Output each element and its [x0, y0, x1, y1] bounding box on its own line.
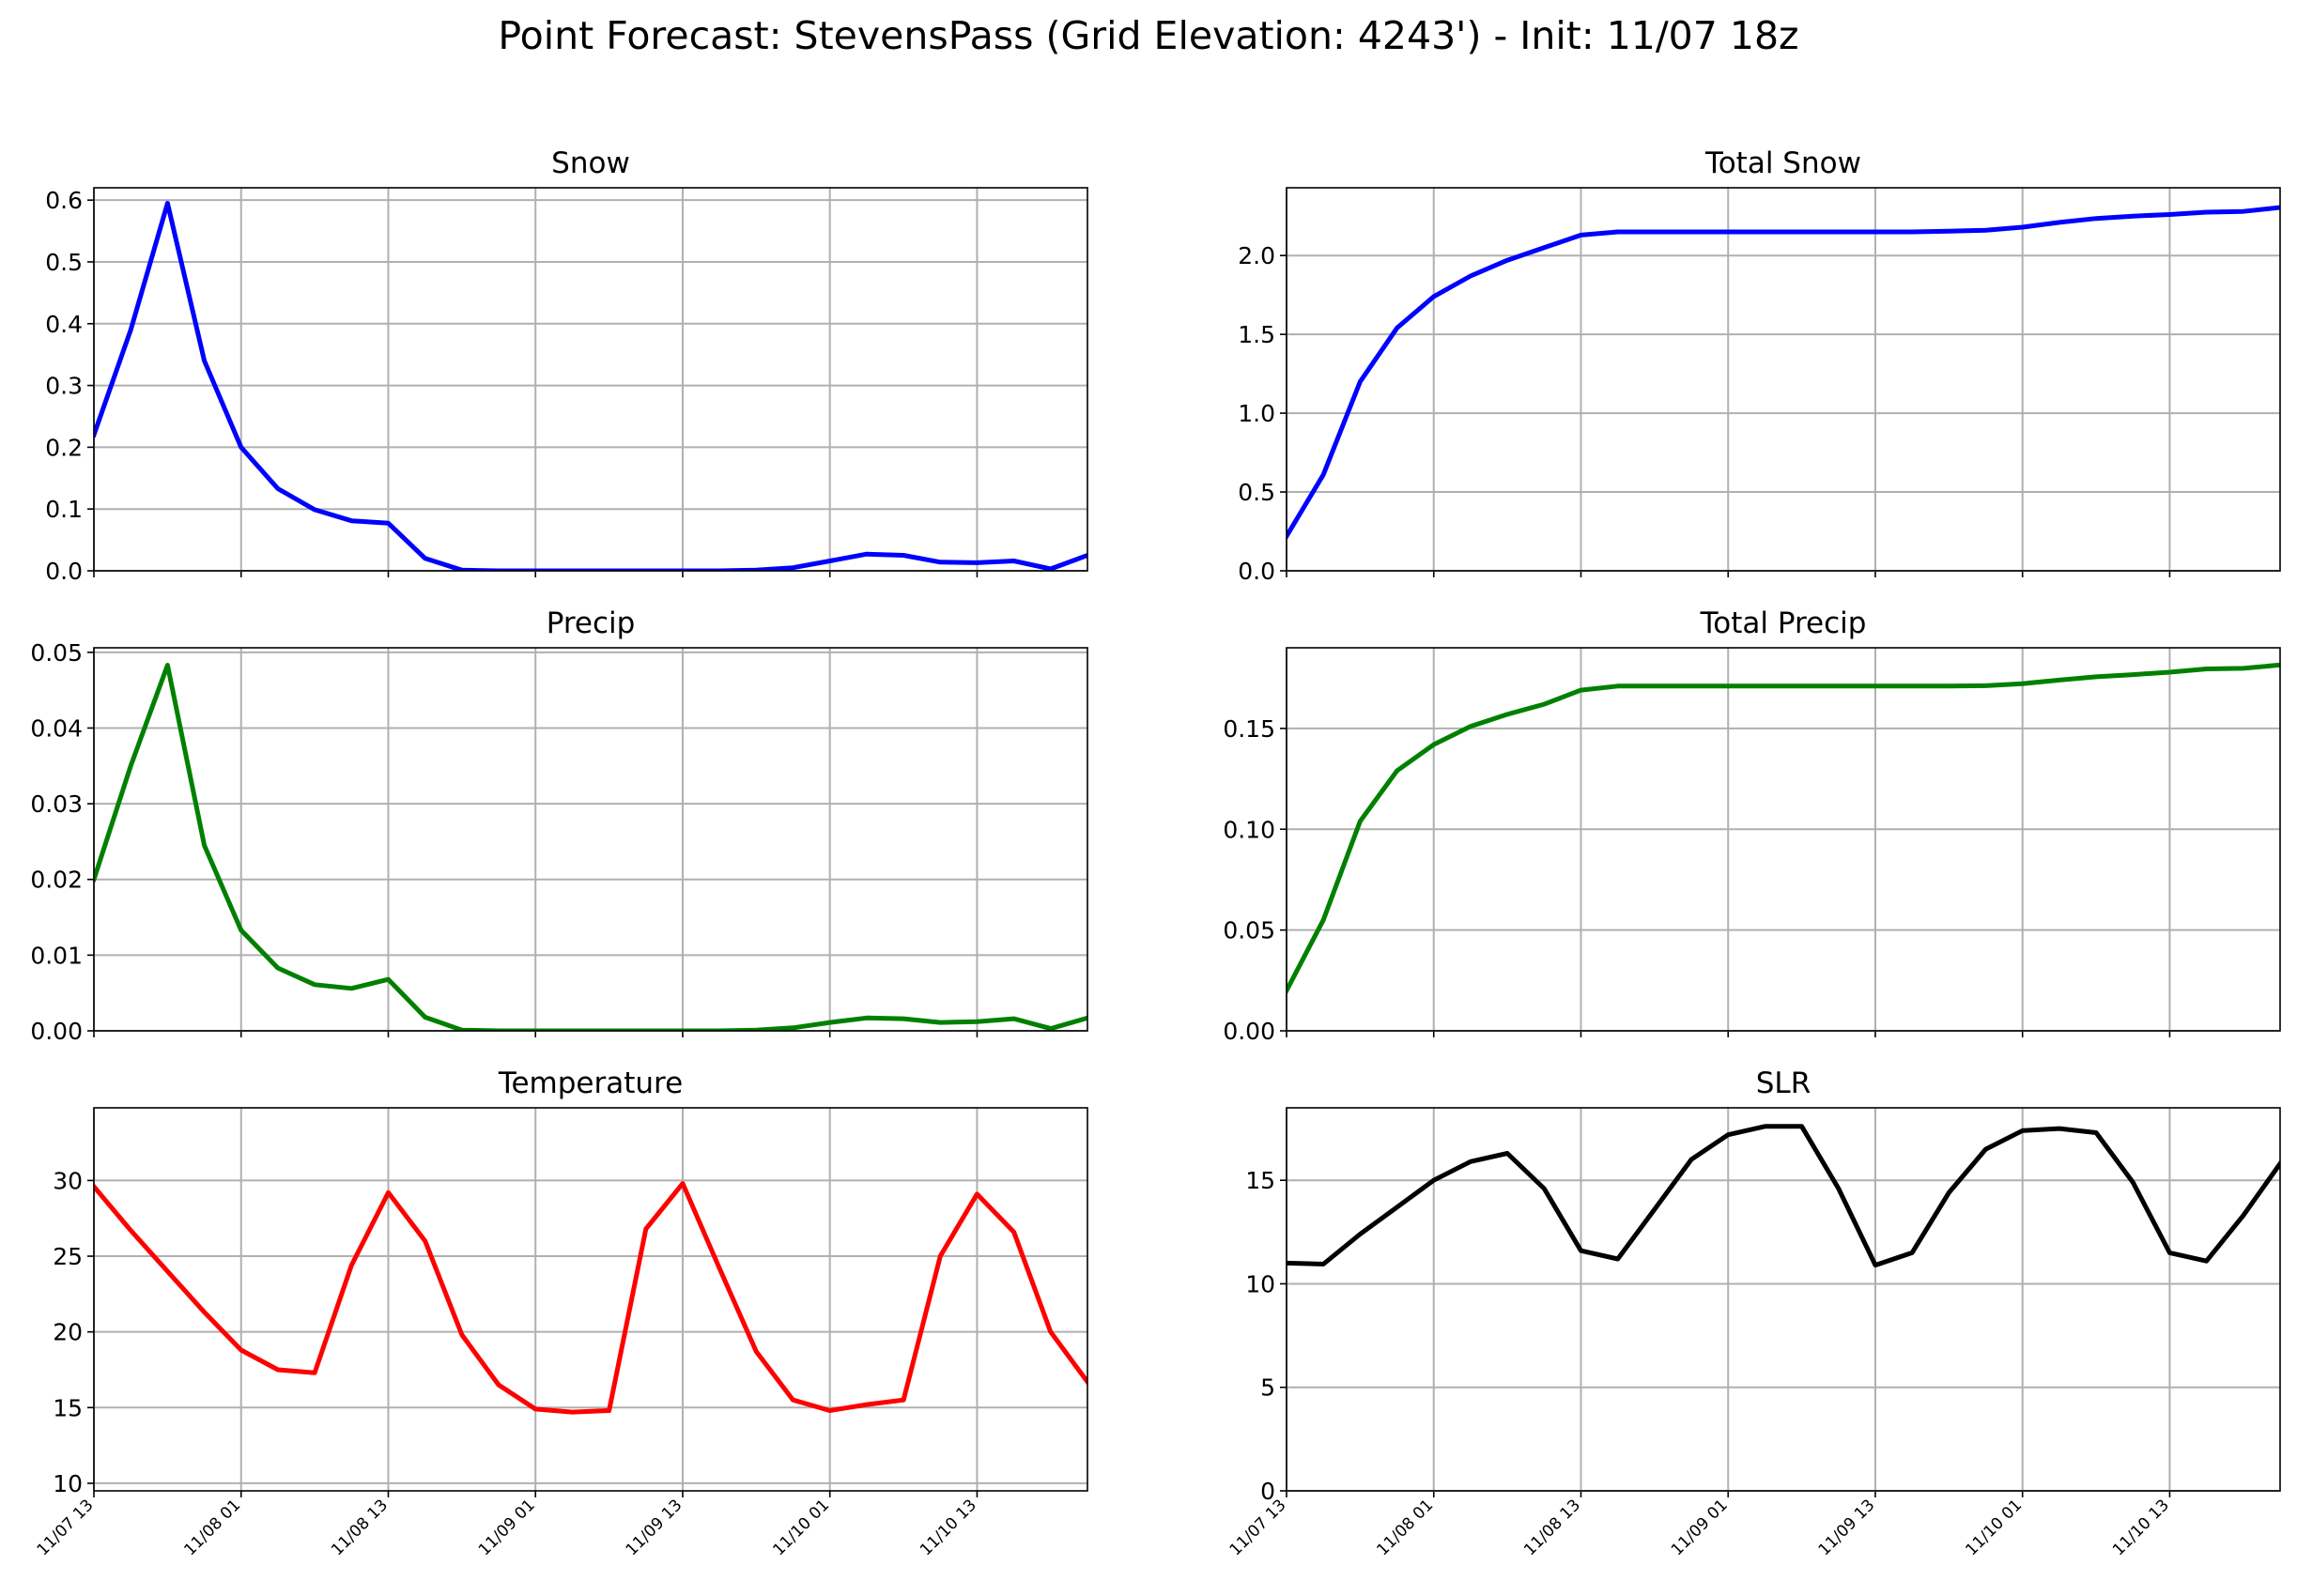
total-snow-axes-frame	[1286, 187, 2281, 572]
total-precip-panel: Total Precip 0.00 0.05 0.10 0.15	[1223, 606, 2281, 1045]
precip-y-tick-label: 0.01	[30, 942, 83, 969]
temperature-x-tick-label: 11/08 13	[328, 1496, 392, 1559]
precip-y-tick-label: 0.00	[30, 1018, 83, 1045]
total-precip-y-tick-label: 0.00	[1223, 1018, 1275, 1045]
temperature-x-tick-label: 11/09 01	[475, 1496, 539, 1559]
total-precip-y-tick-label: 0.05	[1223, 917, 1275, 944]
total-snow-y-tick-label: 1.5	[1238, 321, 1275, 348]
slr-x-tick-label: 11/09 13	[1815, 1496, 1879, 1559]
snow-y-tick-label: 0.5	[45, 249, 83, 276]
snow-panel: Snow 0.0 0.1 0.2 0.3 0.4 0.5 0.6	[45, 146, 1088, 585]
temperature-y-tick-label: 30	[53, 1167, 83, 1194]
temperature-x-tick-label: 11/07 13	[34, 1496, 98, 1559]
precip-y-tick-label: 0.05	[30, 639, 83, 667]
slr-y-tick-label: 15	[1245, 1167, 1275, 1194]
slr-panel-title: SLR	[1756, 1067, 1811, 1100]
total-precip-panel-title: Total Precip	[1700, 606, 1867, 640]
total-snow-y-tick-label: 2.0	[1238, 242, 1275, 269]
snow-axes-frame	[93, 187, 1088, 572]
figure-title: Point Forecast: StevensPass (Grid Elevat…	[498, 13, 1798, 58]
snow-y-tick-label: 0.3	[45, 373, 83, 400]
slr-x-tick-label: 11/08 13	[1520, 1496, 1584, 1559]
slr-y-tick-label: 0	[1260, 1478, 1275, 1505]
temperature-y-tick-label: 20	[53, 1319, 83, 1346]
precip-y-tick-label: 0.02	[30, 867, 83, 894]
total-snow-y-tick-label: 1.0	[1238, 400, 1275, 427]
temperature-y-tick-label: 10	[53, 1470, 83, 1497]
precip-series-line	[94, 663, 1087, 1031]
snow-y-tick-label: 0.2	[45, 434, 83, 461]
precip-panel: Precip 0.00 0.01 0.02 0.03 0.04 0.05	[30, 606, 1088, 1045]
slr-y-tick-label: 10	[1245, 1270, 1275, 1297]
total-precip-y-tick-label: 0.15	[1223, 715, 1275, 743]
slr-x-tick-label: 11/09 01	[1668, 1496, 1732, 1559]
temperature-x-tick-label: 11/10 01	[769, 1496, 833, 1559]
snow-panel-title: Snow	[551, 146, 630, 180]
precip-axes-frame	[93, 647, 1088, 1032]
total-snow-y-tick-label: 0.0	[1238, 558, 1275, 585]
slr-y-tick-label: 5	[1260, 1374, 1275, 1402]
slr-axes-frame	[1286, 1107, 2281, 1492]
temperature-panel-title: Temperature	[498, 1067, 683, 1100]
slr-x-tick-label: 11/10 01	[1962, 1496, 2026, 1559]
total-snow-panel: Total Snow 0.0 0.5 1.0 1.5 2.0	[1238, 146, 2281, 585]
slr-series-line	[1287, 1124, 2280, 1268]
total-precip-series-line	[1287, 662, 2280, 994]
temperature-x-tick-label: 11/08 01	[180, 1496, 244, 1559]
temperature-y-tick-label: 25	[53, 1243, 83, 1270]
temperature-axes-frame	[93, 1107, 1088, 1492]
temperature-x-tick-label: 11/09 13	[623, 1496, 686, 1559]
total-snow-series-line	[1287, 205, 2280, 540]
slr-x-tick-label: 11/07 13	[1226, 1496, 1290, 1559]
slr-panel: SLR 11/07 13 11/08 01 11/08 13 11/09 01 11/0…	[1226, 1067, 2281, 1559]
precip-y-tick-label: 0.03	[30, 790, 83, 818]
precip-y-tick-label: 0.04	[30, 714, 83, 742]
slr-x-tick-label: 11/10 13	[2109, 1496, 2173, 1559]
temperature-panel: Temperature 11/07 13 11/08 01 11/08 13 11/0…	[34, 1067, 1088, 1559]
temperature-y-tick-label: 15	[53, 1394, 83, 1421]
total-snow-y-tick-label: 0.5	[1238, 479, 1275, 506]
total-precip-axes-frame	[1286, 647, 2281, 1032]
total-snow-panel-title: Total Snow	[1704, 146, 1861, 180]
snow-y-tick-label: 0.0	[45, 558, 83, 585]
temperature-x-tick-label: 11/10 13	[917, 1496, 980, 1559]
snow-series-line	[94, 201, 1087, 571]
slr-x-tick-label: 11/08 01	[1373, 1496, 1437, 1559]
snow-y-tick-label: 0.1	[45, 496, 83, 523]
temperature-series-line	[94, 1181, 1087, 1415]
precip-panel-title: Precip	[547, 606, 636, 640]
total-precip-y-tick-label: 0.10	[1223, 816, 1275, 843]
snow-y-tick-label: 0.4	[45, 311, 83, 338]
snow-y-tick-label: 0.6	[45, 187, 83, 214]
